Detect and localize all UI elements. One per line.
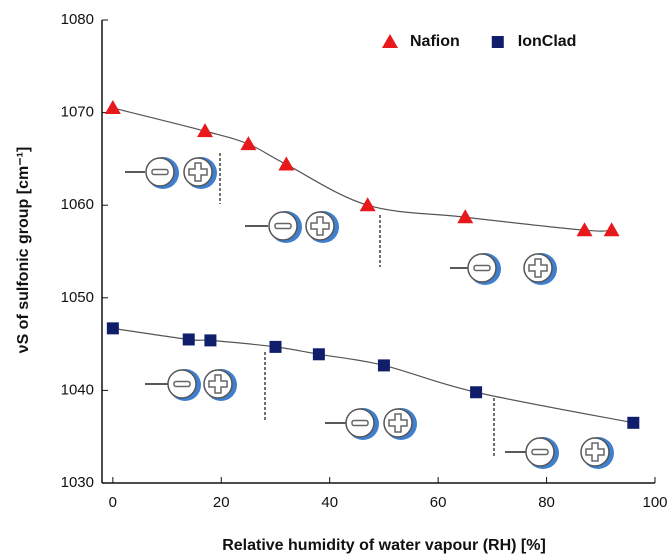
data-point bbox=[278, 156, 295, 171]
x-tick-label: 40 bbox=[321, 494, 338, 511]
data-point bbox=[312, 348, 325, 361]
data-point bbox=[457, 209, 474, 224]
data-point bbox=[240, 136, 257, 151]
y-axis-label: νS of sulfonic group [cm⁻¹] bbox=[15, 147, 32, 354]
legend-label: Nafion bbox=[410, 33, 460, 50]
data-point bbox=[197, 123, 214, 138]
data-point bbox=[470, 386, 483, 399]
data-point bbox=[603, 222, 620, 237]
y-tick-label: 1040 bbox=[61, 381, 94, 398]
data-point bbox=[104, 99, 121, 114]
data-point bbox=[106, 322, 119, 335]
x-tick-label: 100 bbox=[642, 494, 667, 511]
fit-curve bbox=[112, 327, 634, 424]
data-point bbox=[269, 340, 282, 353]
data-point bbox=[627, 416, 640, 429]
x-axis-label: Relative humidity of water vapour (RH) [… bbox=[222, 537, 546, 554]
x-tick-label: 20 bbox=[213, 494, 230, 511]
data-point bbox=[359, 197, 376, 212]
y-tick-label: 1030 bbox=[61, 474, 94, 491]
data-point bbox=[204, 334, 217, 347]
data-point bbox=[377, 359, 390, 372]
data-point bbox=[576, 222, 593, 237]
data-point bbox=[182, 333, 195, 346]
y-tick-label: 1080 bbox=[61, 11, 94, 28]
y-tick-label: 1070 bbox=[61, 104, 94, 121]
y-tick-label: 1060 bbox=[61, 196, 94, 213]
y-tick-label: 1050 bbox=[61, 289, 94, 306]
x-tick-label: 80 bbox=[538, 494, 555, 511]
legend-label: IonClad bbox=[518, 33, 577, 50]
x-tick-label: 60 bbox=[430, 494, 447, 511]
ion-illustrations bbox=[125, 153, 615, 470]
legend-marker bbox=[382, 34, 398, 48]
x-tick-label: 0 bbox=[109, 494, 117, 511]
legend-marker bbox=[491, 36, 504, 48]
